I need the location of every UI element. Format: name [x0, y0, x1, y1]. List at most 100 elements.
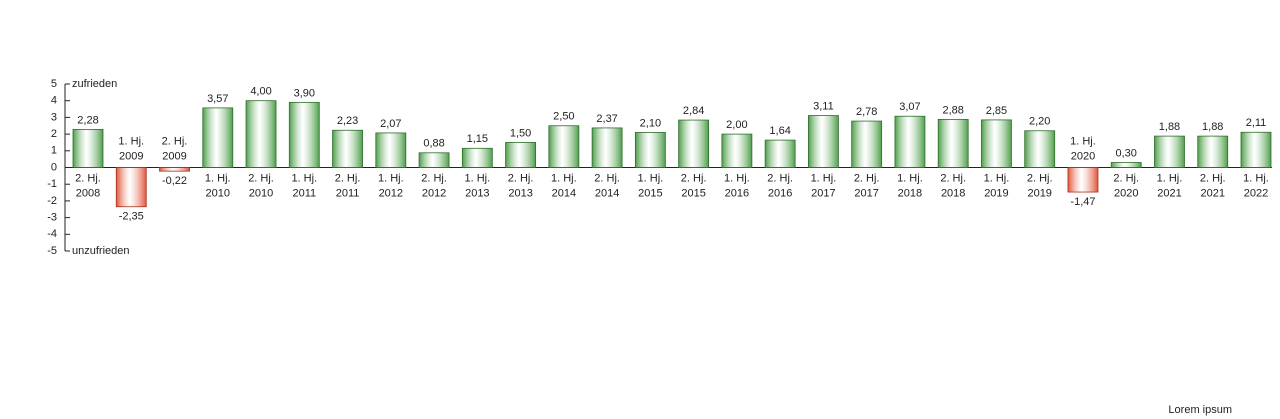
x-tick-label: 1. Hj.: [118, 135, 144, 147]
value-label: 2,11: [1246, 117, 1267, 129]
value-label: 2,78: [856, 106, 877, 118]
x-tick-label: 2. Hj.: [508, 172, 534, 184]
y-bottom-label: unzufrieden: [72, 245, 130, 257]
x-tick-label: 1. Hj.: [984, 172, 1010, 184]
bar: [1110, 162, 1142, 168]
x-tick-label: 1. Hj.: [1070, 135, 1096, 147]
x-tick-label: 2. Hj.: [854, 172, 880, 184]
value-label: 1,50: [510, 127, 531, 139]
x-tick-label: 2020: [1071, 150, 1095, 162]
x-tick-label: 1. Hj.: [378, 172, 404, 184]
bar: [981, 119, 1012, 168]
bar: [1240, 131, 1272, 168]
value-label: 3,11: [813, 100, 834, 112]
x-tick-label: 2015: [681, 187, 705, 199]
value-label: 1,88: [1202, 121, 1223, 133]
bar: [894, 115, 926, 168]
value-label: 2,84: [683, 105, 704, 117]
bar: [202, 107, 234, 168]
value-label: 3,90: [294, 87, 315, 99]
x-tick-label: 2014: [552, 187, 576, 199]
y-top-label: zufrieden: [72, 78, 117, 90]
value-label: 2,37: [596, 113, 617, 125]
value-label: 4,00: [250, 86, 271, 98]
bar: [72, 129, 104, 168]
x-tick-label: 2. Hj.: [1027, 172, 1053, 184]
x-tick-label: 2011: [292, 187, 316, 199]
x-tick-label: 2009: [162, 150, 186, 162]
x-tick-label: 1. Hj.: [1243, 172, 1269, 184]
x-tick-label: 1. Hj.: [897, 172, 923, 184]
y-tick-label: 0: [51, 161, 57, 173]
bar: [288, 101, 320, 168]
x-tick-label: 1. Hj.: [291, 172, 317, 184]
x-tick-label: 2011: [336, 187, 360, 199]
bar: [115, 167, 147, 208]
value-label: 2,00: [726, 119, 747, 131]
bar: [764, 139, 796, 168]
x-tick-label: 1. Hj.: [638, 172, 664, 184]
bar: [548, 125, 580, 168]
x-tick-label: 2010: [249, 187, 273, 199]
bar: [505, 142, 536, 168]
x-tick-label: 2. Hj.: [162, 135, 188, 147]
x-tick-label: 2018: [898, 187, 922, 199]
value-label: 1,64: [769, 125, 790, 137]
bar: [678, 119, 710, 168]
value-label: 1,88: [1159, 121, 1180, 133]
bar: [937, 119, 969, 168]
x-tick-label: 2020: [1114, 187, 1138, 199]
x-tick-label: 1. Hj.: [205, 172, 231, 184]
y-tick-label: -2: [47, 195, 57, 207]
value-label: 2,23: [337, 115, 358, 127]
x-tick-label: 2016: [725, 187, 749, 199]
x-tick-label: 2012: [379, 187, 403, 199]
value-label: -1,47: [1070, 196, 1095, 208]
value-label: -2,35: [119, 211, 144, 223]
x-tick-label: 2. Hj.: [594, 172, 620, 184]
x-tick-label: 2. Hj.: [335, 172, 361, 184]
y-tick-label: 3: [51, 111, 57, 123]
y-tick-label: 4: [51, 95, 57, 107]
value-label: 2,10: [640, 117, 661, 129]
bar: [375, 132, 407, 168]
x-tick-label: 2. Hj.: [681, 172, 707, 184]
x-tick-label: 2008: [76, 187, 100, 199]
bar: [1067, 167, 1099, 193]
x-tick-label: 2017: [811, 187, 835, 199]
value-label: -0,22: [162, 175, 187, 187]
x-tick-label: 2. Hj.: [1200, 172, 1226, 184]
y-tick-label: -1: [47, 178, 57, 190]
y-tick-label: -3: [47, 212, 57, 224]
x-tick-label: 2013: [508, 187, 532, 199]
value-label: 3,07: [899, 101, 920, 113]
bar: [159, 167, 190, 172]
x-tick-label: 2010: [206, 187, 230, 199]
x-tick-label: 2015: [638, 187, 662, 199]
bar: [1024, 130, 1056, 168]
x-tick-label: 2. Hj.: [75, 172, 101, 184]
x-tick-label: 2022: [1244, 187, 1268, 199]
value-label: 1,15: [467, 133, 488, 145]
x-tick-label: 2019: [1027, 187, 1051, 199]
x-tick-label: 2009: [119, 150, 143, 162]
x-tick-label: 2018: [941, 187, 965, 199]
value-label: 2,07: [380, 118, 401, 130]
x-tick-label: 2. Hj.: [940, 172, 966, 184]
y-tick-label: 2: [51, 128, 57, 140]
x-tick-label: 1. Hj.: [724, 172, 750, 184]
x-tick-label: 2017: [854, 187, 878, 199]
value-label: 2,20: [1029, 116, 1050, 128]
y-tick-label: -4: [47, 228, 57, 240]
bar: [418, 152, 450, 168]
value-label: 0,30: [1116, 147, 1137, 159]
x-tick-label: 2. Hj.: [767, 172, 793, 184]
value-label: 2,88: [942, 104, 963, 116]
x-tick-label: 2016: [768, 187, 792, 199]
x-tick-label: 1. Hj.: [551, 172, 577, 184]
x-tick-label: 2019: [984, 187, 1008, 199]
x-tick-label: 2. Hj.: [1113, 172, 1139, 184]
x-tick-label: 2021: [1157, 187, 1181, 199]
x-tick-label: 1. Hj.: [464, 172, 490, 184]
